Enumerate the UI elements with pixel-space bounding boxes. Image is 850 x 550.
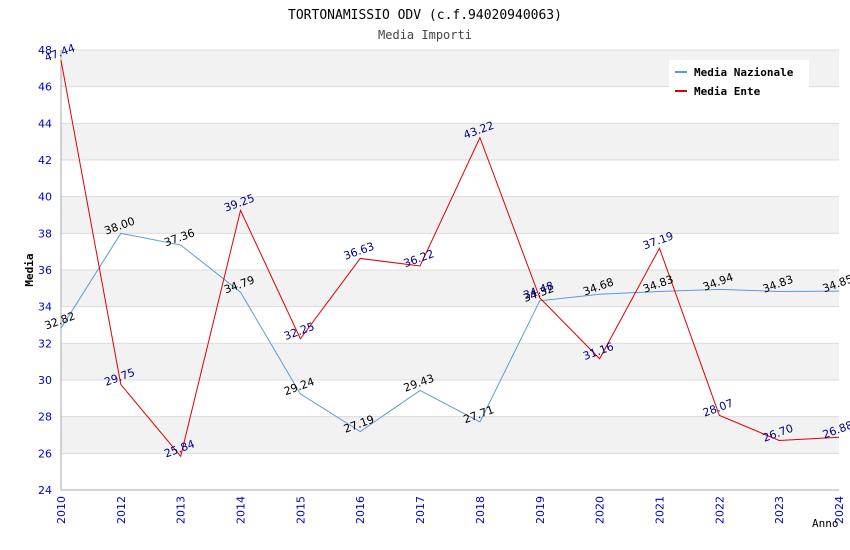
y-tick-label: 44 xyxy=(38,117,52,130)
grid-band xyxy=(61,416,839,454)
y-tick-label: 24 xyxy=(38,484,52,497)
x-tick-label: 2014 xyxy=(235,496,248,524)
data-label: 28.07 xyxy=(701,397,735,420)
legend-box xyxy=(669,60,809,102)
y-tick-label: 48 xyxy=(38,44,52,57)
y-tick-labels: 24 26 28 30 32 34 36 38 40 42 44 46 48 xyxy=(38,44,52,497)
x-tick-labels: 2010 2012 2013 2014 2015 2016 2017 2018 2019 2020… xyxy=(55,496,846,524)
x-tick-label: 2023 xyxy=(773,496,786,524)
y-tick-label: 36 xyxy=(38,264,52,277)
y-tick-label: 40 xyxy=(38,191,52,204)
axes xyxy=(60,50,839,491)
y-tick-label: 26 xyxy=(38,447,52,460)
legend-label: Media Ente xyxy=(694,85,761,98)
data-label: 36.63 xyxy=(342,240,376,263)
x-tick-label: 2019 xyxy=(534,496,547,524)
series-line xyxy=(60,60,840,458)
legend-label: Media Nazionale xyxy=(694,66,794,79)
data-label: 36.22 xyxy=(402,247,436,270)
x-tick-label: 2013 xyxy=(175,496,188,524)
y-axis-label: Media xyxy=(23,253,36,286)
grid-band xyxy=(61,270,839,307)
x-tick-label: 2015 xyxy=(294,496,307,524)
y-tick-label: 42 xyxy=(38,154,52,167)
data-label: 32.25 xyxy=(282,320,316,343)
x-tick-label: 2010 xyxy=(55,496,68,524)
series-lines xyxy=(60,60,840,458)
legend: Media Nazionale Media Ente xyxy=(669,60,809,102)
x-tick-label: 2016 xyxy=(354,496,367,524)
x-axis-label: Anno xyxy=(812,517,839,530)
grid-band xyxy=(61,123,839,160)
grid-bands xyxy=(61,50,839,454)
grid-band xyxy=(61,343,839,380)
x-tick-label: 2021 xyxy=(653,496,666,524)
x-tick-label: 2022 xyxy=(713,496,726,524)
x-tick-label: 2012 xyxy=(115,496,128,524)
chart-subtitle: Media Importi xyxy=(378,28,472,42)
y-tick-label: 32 xyxy=(38,337,52,350)
y-tick-label: 34 xyxy=(38,301,52,314)
y-tick-label: 46 xyxy=(38,81,52,94)
y-tick-label: 30 xyxy=(38,374,52,387)
x-tick-label: 2017 xyxy=(414,496,427,524)
chart-title: TORTONAMISSIO ODV (c.f.94020940063) xyxy=(288,8,562,23)
y-tick-label: 28 xyxy=(38,411,52,424)
x-tick-label: 2024 xyxy=(833,496,846,524)
x-tick-label: 2018 xyxy=(474,496,487,524)
data-labels: 32.8238.0037.3634.7929.2427.1929.4327.71… xyxy=(43,41,850,460)
y-tick-label: 38 xyxy=(38,227,52,240)
series-line xyxy=(60,232,840,433)
x-tick-label: 2020 xyxy=(594,496,607,524)
